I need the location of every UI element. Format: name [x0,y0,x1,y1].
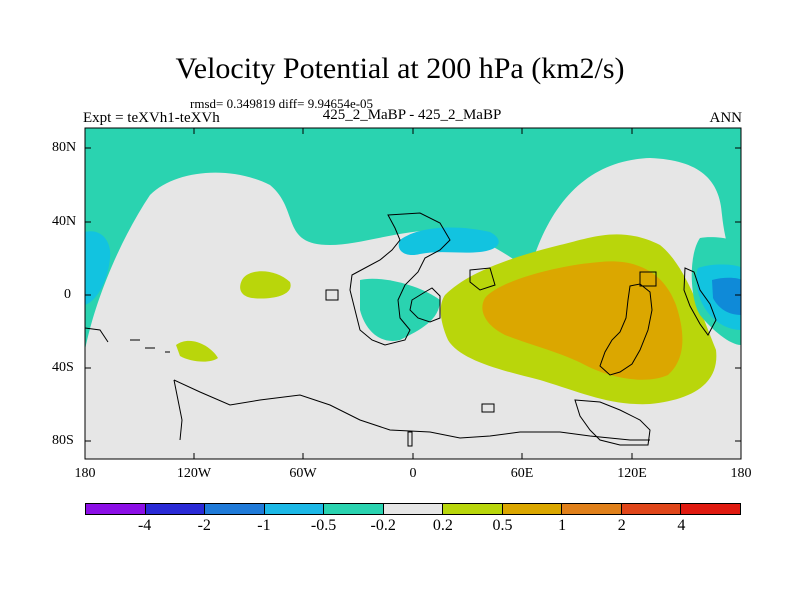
colorbar-label: -2 [197,517,211,534]
stats-label: rmsd= 0.349819 diff= 9.94654e-05 [190,96,374,111]
colorbar-box [443,504,503,514]
colorbar-box [621,504,682,514]
positive-faint-south-blob [176,340,218,362]
x-tick-label: 0 [409,466,417,481]
positive-faint-pacific-blob [240,271,291,299]
x-tick-label: 120E [617,466,647,481]
colorbar-label: 1 [558,517,567,534]
y-tick-label: 40S [52,360,74,375]
colorbar-label: -0.2 [370,517,396,534]
season-label: ANN [709,110,743,126]
colorbar-label: -0.5 [310,517,337,534]
case-label: 425_2_MaBP - 425_2_MaBP [322,107,502,123]
negative-africa-faint [360,278,440,341]
colorbar-label: 4 [677,517,686,534]
positive-core-region [482,261,683,380]
colorbar-box [562,504,622,514]
y-tick-label: 80S [52,433,74,448]
x-tick-label: 120W [176,466,212,481]
colorbar-label: 2 [617,517,626,534]
x-tick-label: 60E [510,466,534,481]
x-tick-label: 180 [74,466,96,481]
experiment-label: Expt = teXVh1-teXVh [83,110,220,126]
plot-title: Velocity Potential at 200 hPa (km2/s) [175,52,625,85]
tick-marks [85,128,741,459]
colorbar-box [502,504,563,514]
x-tick-label: 180 [730,466,752,481]
colorbar [85,503,741,515]
colorbar-box [383,504,444,514]
y-tick-label: 0 [64,287,71,302]
colorbar-box [145,504,206,514]
coastlines [85,212,717,447]
colorbar-box [86,504,146,514]
colorbar-label: 0.5 [492,517,513,534]
colorbar-box [681,504,741,514]
colorbar-label: -4 [137,517,152,534]
colorbar-box [264,504,325,514]
x-tick-label: 60W [289,466,317,481]
negative-west-light [85,231,111,305]
colorbar-box [205,504,265,514]
y-tick-label: 40N [52,214,77,229]
colorbar-label: -1 [257,517,271,534]
y-tick-label: 80N [52,140,77,155]
colorbar-label: 0.2 [432,517,453,534]
colorbar-box [324,504,384,514]
negative-east-mid [712,277,741,315]
